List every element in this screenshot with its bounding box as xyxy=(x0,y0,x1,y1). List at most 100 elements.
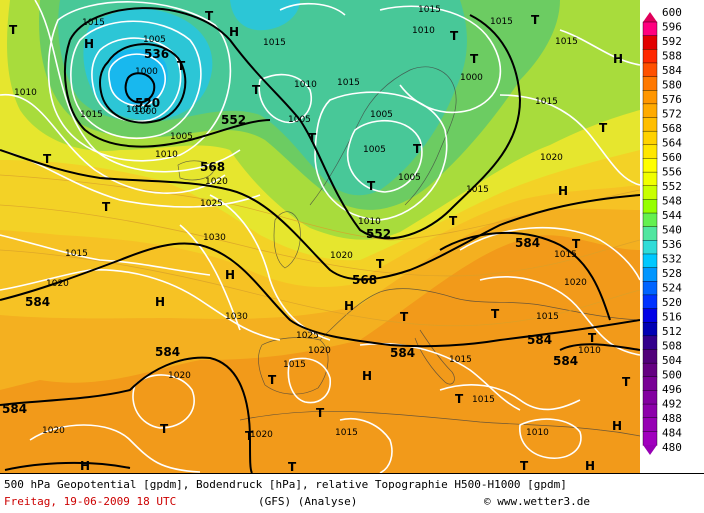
legend-arrow-top xyxy=(643,12,657,22)
legend-swatch xyxy=(642,281,658,296)
gp-contour-552 xyxy=(69,7,522,240)
pressure-center-marker: T xyxy=(413,142,422,156)
shade-528-north xyxy=(230,0,300,31)
isobar xyxy=(132,374,195,429)
legend-swatch xyxy=(642,158,658,173)
pressure-center-marker: T xyxy=(367,179,376,193)
pressure-label: 1015 xyxy=(466,185,489,195)
gp-contour-584c xyxy=(439,231,611,321)
gp-label: 584 xyxy=(155,345,180,359)
pressure-center-marker: H xyxy=(84,37,94,51)
legend-label: 508 xyxy=(662,340,682,353)
gp-contour-584 xyxy=(0,242,640,348)
pressure-label: 1015 xyxy=(555,37,578,47)
pressure-label: 1005 xyxy=(288,115,311,125)
legend-swatch xyxy=(642,349,658,364)
pressure-center-marker: H xyxy=(225,268,235,282)
legend-swatch xyxy=(642,294,658,310)
legend-arrow-bottom xyxy=(643,445,657,455)
pressure-label: 1020 xyxy=(205,177,228,187)
legend-label: 564 xyxy=(662,137,682,150)
weather-map: 536 520 552 552 568 568 584 584 584 584 … xyxy=(0,0,640,473)
gp-contour-584d xyxy=(559,343,640,351)
pressure-center-marker: H xyxy=(612,419,622,433)
map-footer: 500 hPa Geopotential [gpdm], Bodendruck … xyxy=(0,473,704,513)
pressure-label: 1010 xyxy=(578,346,601,356)
pressure-center-marker: H xyxy=(80,459,90,473)
legend-swatch xyxy=(642,49,658,64)
legend-swatch xyxy=(642,103,658,119)
copyright-link[interactable]: © www.wetter3.de xyxy=(484,495,590,508)
legend-swatch xyxy=(642,76,658,91)
legend-label: 492 xyxy=(662,398,682,411)
legend-label: 544 xyxy=(662,209,682,222)
gp-label: 520 xyxy=(135,96,160,110)
legend-label: 536 xyxy=(662,238,682,251)
isobar xyxy=(47,1,232,162)
pressure-center-marker: T xyxy=(43,152,52,166)
pressure-label: 1000 xyxy=(134,107,157,117)
legend-label: 572 xyxy=(662,108,682,121)
coastline-north-africa xyxy=(239,410,640,437)
pressure-label: 1015 xyxy=(65,249,88,259)
pressure-center-marker: H xyxy=(585,459,595,473)
legend-swatch xyxy=(642,185,658,200)
pressure-label: 1005 xyxy=(363,145,386,155)
isobar xyxy=(559,29,640,66)
gp-label: 584 xyxy=(2,402,27,416)
pressure-center-marker: T xyxy=(599,121,608,135)
isobar xyxy=(339,418,393,473)
legend-swatch xyxy=(642,403,658,419)
isobar xyxy=(179,224,241,331)
pressure-label: 1015 xyxy=(449,355,472,365)
legend-label: 496 xyxy=(662,383,682,396)
legend-label: 556 xyxy=(662,166,682,179)
legend-swatch xyxy=(642,308,658,323)
legend-label: 532 xyxy=(662,253,682,266)
pressure-label: 1010 xyxy=(358,217,381,227)
pressure-center-marker: H xyxy=(155,295,165,309)
gp-label: 584 xyxy=(527,333,552,347)
legend-swatch xyxy=(642,226,658,241)
legend-swatch xyxy=(642,62,658,78)
pressure-label: 1020 xyxy=(250,430,273,440)
pressure-center-marker: T xyxy=(268,373,277,387)
pressure-label: 1015 xyxy=(472,395,495,405)
legend-swatch xyxy=(642,267,658,282)
legend-label: 524 xyxy=(662,282,682,295)
pressure-label: 1025 xyxy=(296,331,319,341)
pressure-label: 1005 xyxy=(398,173,421,183)
pressure-center-marker: T xyxy=(177,59,186,73)
pressure-label: 1030 xyxy=(203,233,226,243)
pressure-label: 1020 xyxy=(564,278,587,288)
pressure-label: 1015 xyxy=(535,97,558,107)
legend-label: 504 xyxy=(662,354,682,367)
geopotential-shading xyxy=(0,0,640,473)
gp-label: 536 xyxy=(144,47,169,61)
pressure-label: 1020 xyxy=(42,426,65,436)
pressure-center-marker: H xyxy=(229,25,239,39)
pressure-center-marker: T xyxy=(316,406,325,420)
gp-label: 568 xyxy=(200,160,225,174)
legend-swatch xyxy=(642,21,658,37)
legend-label: 560 xyxy=(662,151,682,164)
legend-swatch xyxy=(642,431,658,446)
isobar xyxy=(34,0,241,173)
legend-swatch xyxy=(642,390,658,405)
pressure-label: 1020 xyxy=(540,153,563,163)
pressure-center-marker: T xyxy=(376,257,385,271)
gp-contour-520 xyxy=(124,72,156,104)
pressure-center-marker: T xyxy=(400,310,409,324)
isobar xyxy=(314,91,448,221)
isobar xyxy=(70,20,202,140)
pressure-label: 1010 xyxy=(126,105,149,115)
pressure-label: 1005 xyxy=(370,110,393,120)
pressure-label: 1020 xyxy=(46,279,69,289)
gp-label: 584 xyxy=(25,295,50,309)
pressure-label: 1015 xyxy=(80,110,103,120)
legend-swatch xyxy=(642,417,658,432)
gp-label: 584 xyxy=(390,346,415,360)
pressure-labels: 1015 1005 1000 1000 1000 1010 1005 1015 … xyxy=(14,5,601,440)
